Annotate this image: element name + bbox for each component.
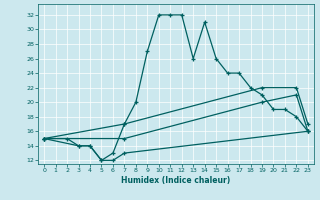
X-axis label: Humidex (Indice chaleur): Humidex (Indice chaleur) [121, 176, 231, 185]
